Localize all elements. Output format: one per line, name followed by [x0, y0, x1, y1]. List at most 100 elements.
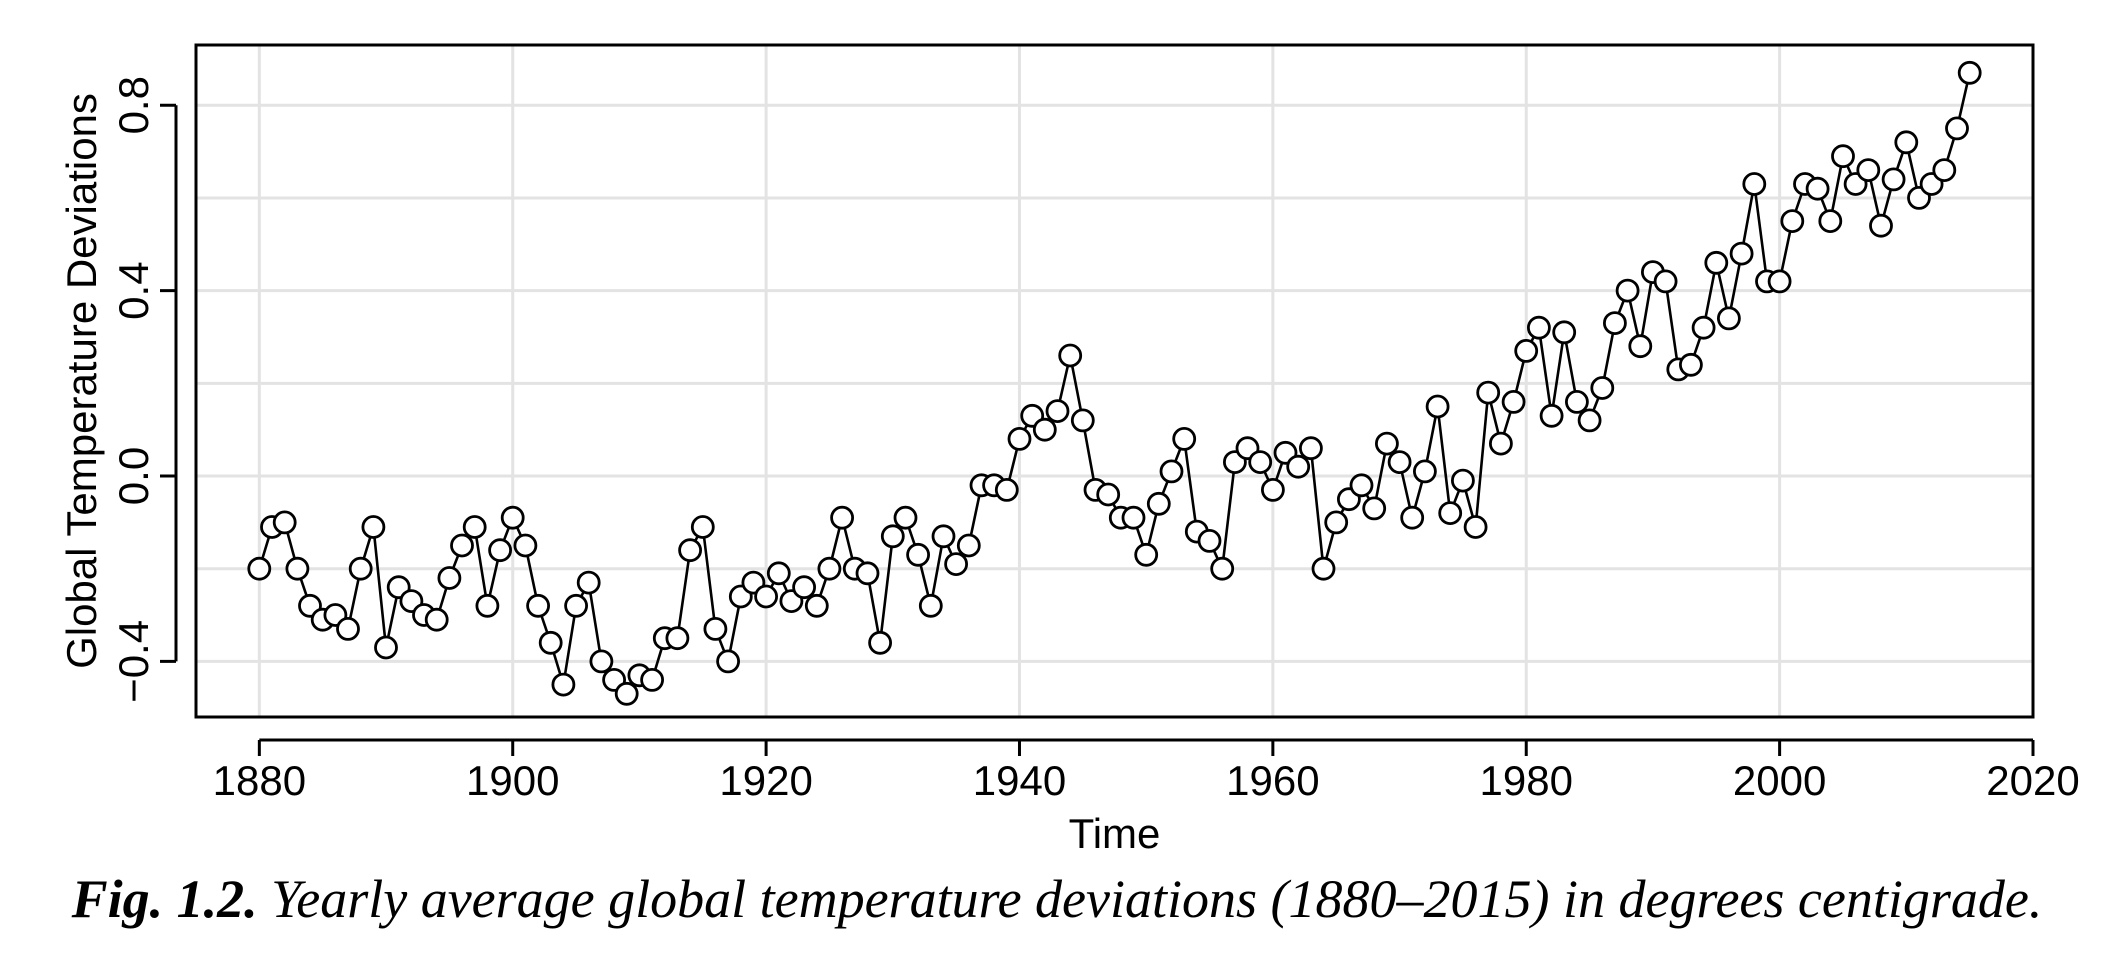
x-tick-label-1980: 1980: [1480, 757, 1573, 804]
x-tick-label-1880: 1880: [213, 757, 306, 804]
data-point-1935: [944, 552, 968, 576]
data-point-1965: [1324, 510, 1349, 535]
data-point-1883: [285, 556, 310, 581]
data-point-1928: [855, 561, 880, 586]
data-point-1901: [513, 533, 538, 558]
data-point-1951: [1146, 491, 1171, 516]
axes: 1880 1900 1920 1940 1960 1980 2000 2020 −0.4 0.0 0…: [110, 76, 2080, 804]
data-point-1945: [1070, 408, 1095, 433]
figure-caption-label: Fig. 1.2.: [71, 869, 258, 929]
data-point-1904: [551, 672, 576, 697]
data-point-1993: [1679, 352, 1703, 377]
data-point-1888: [348, 556, 373, 581]
data-point-1934: [931, 524, 956, 549]
data-point-1975: [1451, 468, 1475, 493]
data-point-1882: [272, 510, 297, 535]
plot-frame: [194, 43, 2035, 719]
data-point-1977: [1476, 380, 1501, 405]
data-point-1942: [1032, 417, 1057, 442]
data-point-1964: [1311, 556, 1336, 581]
data-point-1981: [1527, 315, 1551, 340]
data-point-1887: [336, 617, 360, 641]
data-point-1950: [1134, 542, 1159, 567]
data-point-1895: [437, 566, 462, 590]
data-point-1916: [703, 617, 728, 641]
data-point-1889: [361, 515, 386, 539]
data-point-2005: [1831, 144, 1855, 169]
data-point-1924: [804, 593, 829, 618]
data-point-1903: [538, 630, 563, 655]
data-point-1982: [1539, 403, 1564, 428]
data-point-2004: [1818, 209, 1843, 234]
grid-lines: [196, 45, 2035, 717]
data-point-2010: [1894, 130, 1919, 155]
data-point-1890: [374, 635, 398, 660]
data-point-1902: [526, 593, 550, 618]
data-point-1988: [1615, 278, 1640, 303]
data-point-1978: [1489, 431, 1513, 456]
data-point-2015: [1957, 60, 1982, 85]
data-point-1897: [462, 515, 487, 539]
figure-caption: Fig. 1.2. Yearly average global temperat…: [0, 868, 2114, 930]
x-tick-label-1920: 1920: [719, 757, 812, 804]
data-point-1930: [880, 524, 905, 549]
data-point-2008: [1869, 213, 1893, 238]
data-point-1960: [1261, 477, 1285, 502]
data-point-1949: [1121, 505, 1146, 530]
data-point-1921: [766, 561, 791, 586]
figure-caption-text: Yearly average global temperature deviat…: [271, 869, 2043, 929]
y-tick-label-1: 0.0: [110, 447, 157, 505]
data-point-1905: [564, 593, 588, 618]
x-axis-label: Time: [1069, 810, 1161, 857]
data-point-2013: [1932, 158, 1957, 183]
data-point-1973: [1425, 394, 1450, 419]
data-point-1923: [792, 575, 816, 600]
temperature-chart: 1880 1900 1920 1940 1960 1980 2000 2020 −0.4 0.0 0…: [58, 43, 2080, 857]
data-point-1939: [994, 477, 1019, 502]
data-point-1984: [1565, 389, 1589, 414]
data-point-1996: [1717, 306, 1741, 331]
data-point-1955: [1197, 529, 1222, 553]
data-point-1931: [893, 505, 918, 530]
data-point-1974: [1438, 501, 1463, 525]
data-point-1963: [1299, 436, 1323, 461]
data-point-2014: [1945, 116, 1969, 141]
data-point-1907: [589, 649, 614, 674]
x-tick-label-2020: 2020: [1986, 757, 2079, 804]
y-tick-label-2: 0.4: [110, 261, 157, 319]
data-point-1979: [1501, 389, 1526, 414]
data-point-1998: [1742, 172, 1767, 196]
data-point-1970: [1387, 450, 1412, 475]
data-point-1944: [1058, 343, 1083, 368]
data-point-1997: [1729, 241, 1754, 266]
data-point-1936: [956, 533, 981, 558]
data-point-2000: [1767, 269, 1792, 294]
data-point-1913: [665, 626, 690, 651]
x-tick-label-1940: 1940: [973, 757, 1066, 804]
data-point-1906: [576, 570, 601, 595]
data-point-1995: [1704, 250, 1729, 275]
data-point-1926: [830, 505, 854, 530]
data-point-1899: [488, 538, 513, 563]
series-temperature: [247, 60, 1982, 706]
data-point-1915: [690, 515, 715, 539]
data-point-1920: [754, 584, 778, 609]
data-point-2001: [1780, 209, 1805, 234]
data-point-1932: [906, 542, 930, 567]
data-point-1947: [1096, 482, 1121, 507]
data-point-1989: [1628, 334, 1653, 359]
data-point-1911: [640, 668, 664, 692]
data-point-1953: [1172, 426, 1197, 451]
data-point-1962: [1286, 454, 1311, 479]
data-point-1940: [1007, 426, 1032, 451]
data-point-1943: [1045, 399, 1070, 424]
data-point-1983: [1552, 320, 1577, 345]
y-tick-label-3: 0.8: [110, 76, 157, 134]
data-point-1929: [868, 630, 892, 655]
data-point-1933: [918, 593, 943, 618]
data-point-1898: [475, 593, 500, 618]
data-point-2009: [1881, 167, 1906, 192]
data-point-1894: [424, 607, 449, 632]
data-point-1972: [1413, 459, 1437, 484]
data-point-1986: [1590, 376, 1615, 400]
